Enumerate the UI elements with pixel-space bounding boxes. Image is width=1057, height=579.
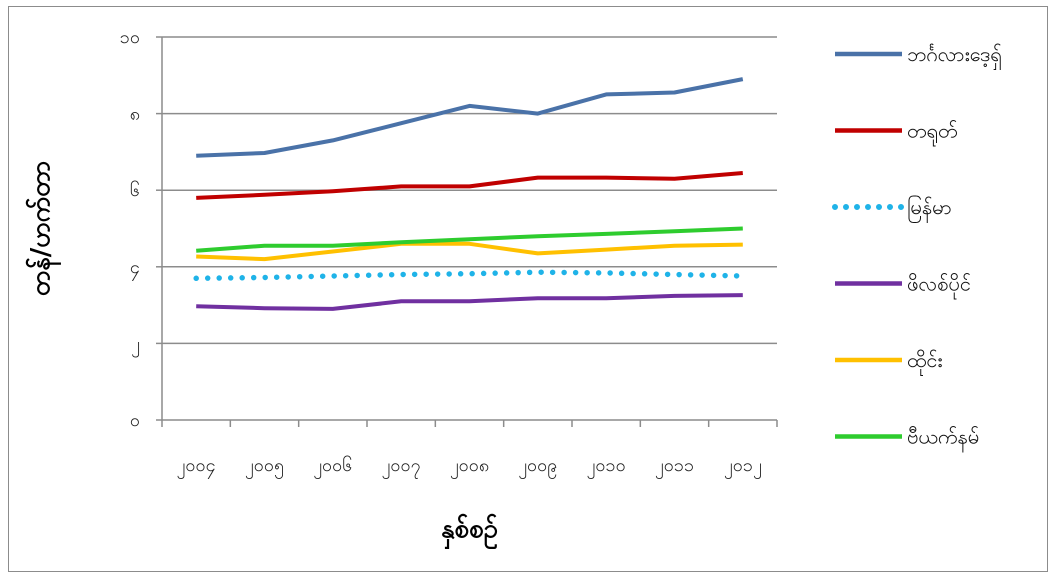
series-line-1 [196,171,743,200]
x-tick-label: ၂၀၁၁ [655,455,694,479]
chart-frame: ၀ ၂ ၄ ၆ ၈ ၁၀၂၀၀၄ ၂၀၀၅ ၂၀၀၆ ၂၀၀၇ ၂၀၀၈ ၂၀၀၉ ၂၀၁၀ ၂၀၁၁ ၂… [8,6,1048,572]
x-tick-label: ၂၀၁၂ [724,455,762,479]
x-tick-label: ၂၀၀၆ [313,455,352,479]
x-tick-label: ၂၀၀၇ [382,455,421,479]
legend-label: ဖိလစ်ပိုင် [907,272,971,300]
y-tick-label: ၀ [130,410,140,431]
x-tick-label: ၂၀၀၈ [450,455,489,479]
legend-label: ဗီယက်နမ် [907,425,979,453]
series-line-0 [196,77,744,158]
legend-label: မြန်မာ [907,195,952,223]
legend: ဘင်္ဂလားဒေ့ရှ်တရုတ်မြန်မာဖိလစ်ပိုင်ထိုင်… [832,42,1002,453]
x-axis-title: နှစ်စဉ် [441,513,498,550]
y-axis-title: တန်/ဟက်တာ [25,161,62,296]
y-tick-label: ၆ [130,180,140,201]
series-line-2 [193,269,746,282]
series-line-4 [196,241,743,262]
legend-label: ထိုင်း [907,348,943,376]
x-tick-label: ၂၀၀၄ [177,455,216,479]
series-lines [193,77,746,311]
y-tick-label: ၈ [130,104,140,125]
series-line-3 [196,293,743,311]
y-tick-label: ၂ [131,333,140,357]
x-tick-label: ၂၀၀၉ [518,455,557,479]
y-tick-label: ၁၀ [120,27,140,48]
series-line-5 [196,226,743,253]
legend-label: တရုတ် [907,119,957,147]
legend-label: ဘင်္ဂလားဒေ့ရှ် [907,42,1002,70]
gridlines [162,36,777,345]
y-tick-label: ၄ [130,257,140,281]
x-tick-label: ၂၀၁၀ [587,455,626,479]
x-tick-label: ၂၀၀၅ [245,455,284,479]
